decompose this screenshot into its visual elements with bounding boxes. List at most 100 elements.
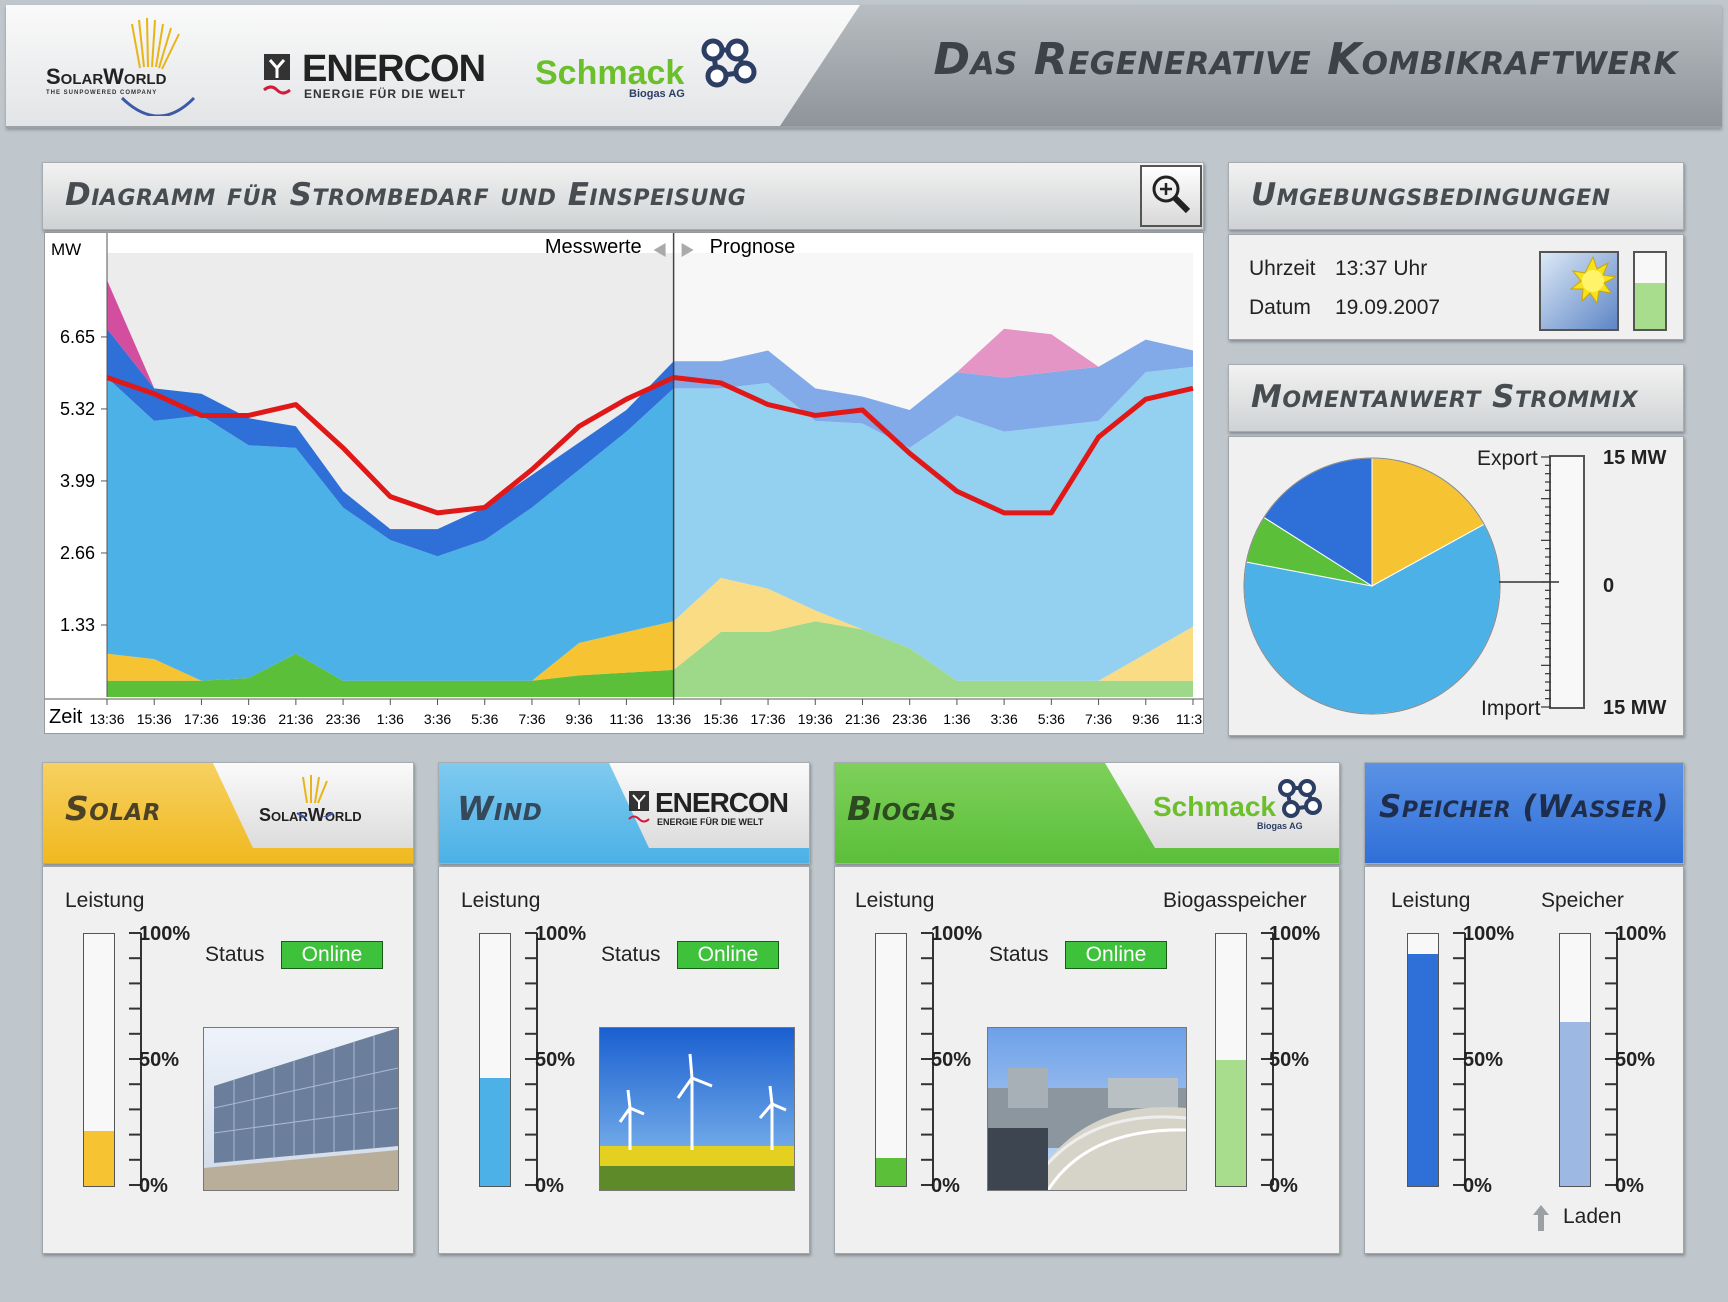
storage-panel: Leistung 100% 50% 0% Speicher 100% 50% 0… (1364, 866, 1684, 1254)
series-area-solar-forecast (673, 577, 1193, 681)
magnifier-plus-icon (1152, 175, 1191, 214)
time-value: 13:37 Uhr (1335, 257, 1428, 280)
enercon-mini-emblem-icon (628, 791, 650, 823)
solar-gauge-50: 50% (139, 1049, 180, 1071)
series-area-import-forecast (673, 328, 1193, 411)
schmack-logo: Schmack Biogas AG (535, 36, 765, 108)
x-tick-label: 13:36 (89, 711, 124, 727)
series-area-solar-measured (107, 621, 674, 681)
x-tick-label: 9:36 (566, 711, 593, 727)
diagram-chart-svg: Messwerte Prognose MW 1.33 2.66 3.99 5.32 6.65 Z… (45, 233, 1203, 728)
schmack-name: Schmack (535, 54, 685, 92)
storage-power-fill (1408, 954, 1438, 1186)
schmack-tagline: Biogas AG (629, 88, 685, 100)
storage-level-0: 0% (1615, 1175, 1644, 1197)
page-title: Das Regenerative Kombikraftwerk (933, 34, 1678, 85)
schmack-mini-molecule-icon (1278, 779, 1322, 818)
x-tick-label: 3:36 (424, 711, 451, 727)
enercon-tagline: ENERGIE FÜR DIE WELT (304, 87, 466, 101)
biogas-card-logo: Schmack (1153, 791, 1276, 822)
storage-level-100: 100% (1615, 923, 1667, 945)
enercon-name: ENERCON (302, 48, 486, 90)
solar-status-badge: Online (281, 941, 383, 969)
scale-mid-label: 0 (1603, 575, 1615, 597)
biogas-card-logo-tagline: Biogas AG (1257, 821, 1303, 831)
x-tick-label: 23:36 (326, 711, 361, 727)
solar-power-label: Leistung (65, 889, 145, 912)
y-tick-label: 5.32 (60, 399, 95, 419)
date-label: Datum (1249, 296, 1311, 319)
y-tick-label: 1.33 (60, 615, 95, 635)
biogas-status-badge: Online (1065, 941, 1167, 969)
x-tick-label: 15:36 (703, 711, 738, 727)
solar-gauge-scale (129, 932, 142, 1186)
storage-charge-label: Laden (1563, 1205, 1622, 1228)
x-tick-label: 7:36 (1085, 711, 1112, 727)
mix-header: Momentanwert Strommix (1228, 364, 1684, 432)
solarworld-name: SolarWorld (46, 64, 167, 89)
storage-level-label: Speicher (1541, 889, 1624, 912)
biogas-gauge-0: 0% (931, 1175, 960, 1197)
time-label: Uhrzeit (1249, 257, 1316, 280)
y-tick-label: 2.66 (60, 543, 95, 563)
solar-card-logo: SolarWorld (259, 805, 362, 825)
series-area-biogas-measured (107, 653, 674, 697)
x-tick-label: 1:36 (377, 711, 404, 727)
wind-card-logo: ENERCON (655, 787, 789, 818)
storage-power-gauge (1407, 933, 1439, 1187)
measured-arrow-icon (653, 243, 666, 257)
x-tick-label: 21:36 (278, 711, 313, 727)
storage-level-scale (1605, 932, 1618, 1186)
scale-top-label: 15 MW (1603, 447, 1667, 469)
solar-gauge-100: 100% (139, 923, 191, 945)
storage-level-fill (1560, 1022, 1590, 1186)
import-label: Import (1481, 697, 1541, 720)
solar-gauge-0: 0% (139, 1175, 168, 1197)
wind-power-fill (480, 1077, 510, 1186)
wind-gauge-scale (525, 932, 538, 1186)
biogas-gauge-scale (921, 932, 934, 1186)
x-tick-label: 11:36 (1176, 711, 1203, 727)
date-value: 19.09.2007 (1335, 296, 1441, 319)
weather-display (1539, 251, 1619, 331)
x-tick-label: 1:36 (943, 711, 970, 727)
biogas-panel: Leistung 100% 50% 0% Status Online Bioga… (834, 866, 1340, 1254)
forecast-arrow-icon (681, 243, 694, 257)
export-label: Export (1477, 447, 1538, 470)
series-area-speicher-wasser--forecast (673, 339, 1193, 448)
series-area-speicher-wasser--measured (107, 328, 674, 557)
storage-power-scale (1453, 932, 1466, 1186)
arrow-up-icon (1533, 1205, 1549, 1231)
biogas-plant-photo (987, 1027, 1187, 1191)
enercon-logo: ENERCON ENERGIE FÜR DIE WELT (262, 48, 502, 104)
biogas-storage-gauge (1215, 933, 1247, 1187)
biogas-gauge-50: 50% (931, 1049, 972, 1071)
header-title-band (780, 5, 1722, 126)
x-tick-label: 21:36 (845, 711, 880, 727)
biogas-storage-scale (1261, 932, 1274, 1186)
storage-gauge-0: 0% (1463, 1175, 1492, 1197)
demand-line (106, 375, 1194, 516)
wind-gauge-100: 100% (535, 923, 587, 945)
solarworld-mini-rays-icon (296, 775, 334, 817)
environment-header: Umgebungsbedingungen (1228, 162, 1684, 230)
biogas-title: Biogas (847, 789, 957, 828)
series-area-wind-forecast (673, 366, 1193, 681)
diagram-header: Diagramm für Strombedarf und Einspeisung (42, 162, 1204, 230)
storage-power-label: Leistung (1391, 889, 1471, 912)
storage-level-gauge (1559, 933, 1591, 1187)
x-tick-label: 15:36 (137, 711, 172, 727)
solarworld-tagline: THE SUNPOWERED COMPANY (46, 90, 158, 96)
measured-label: Messwerte (545, 236, 642, 258)
solar-facade-image (204, 1028, 398, 1190)
environment-panel: Uhrzeit 13:37 Uhr Datum 19.09.2007 (1228, 234, 1684, 340)
zoom-button[interactable] (1140, 165, 1202, 227)
storage-title: Speicher (Wasser) (1379, 789, 1669, 825)
series-area-wind-measured (107, 377, 674, 681)
wind-status-badge: Online (677, 941, 779, 969)
solar-status-label: Status (205, 943, 265, 966)
x-tick-label: 19:36 (231, 711, 266, 727)
export-import-ticks (1499, 456, 1559, 708)
solar-power-fill (84, 1130, 114, 1186)
wind-title: Wind (457, 789, 543, 828)
